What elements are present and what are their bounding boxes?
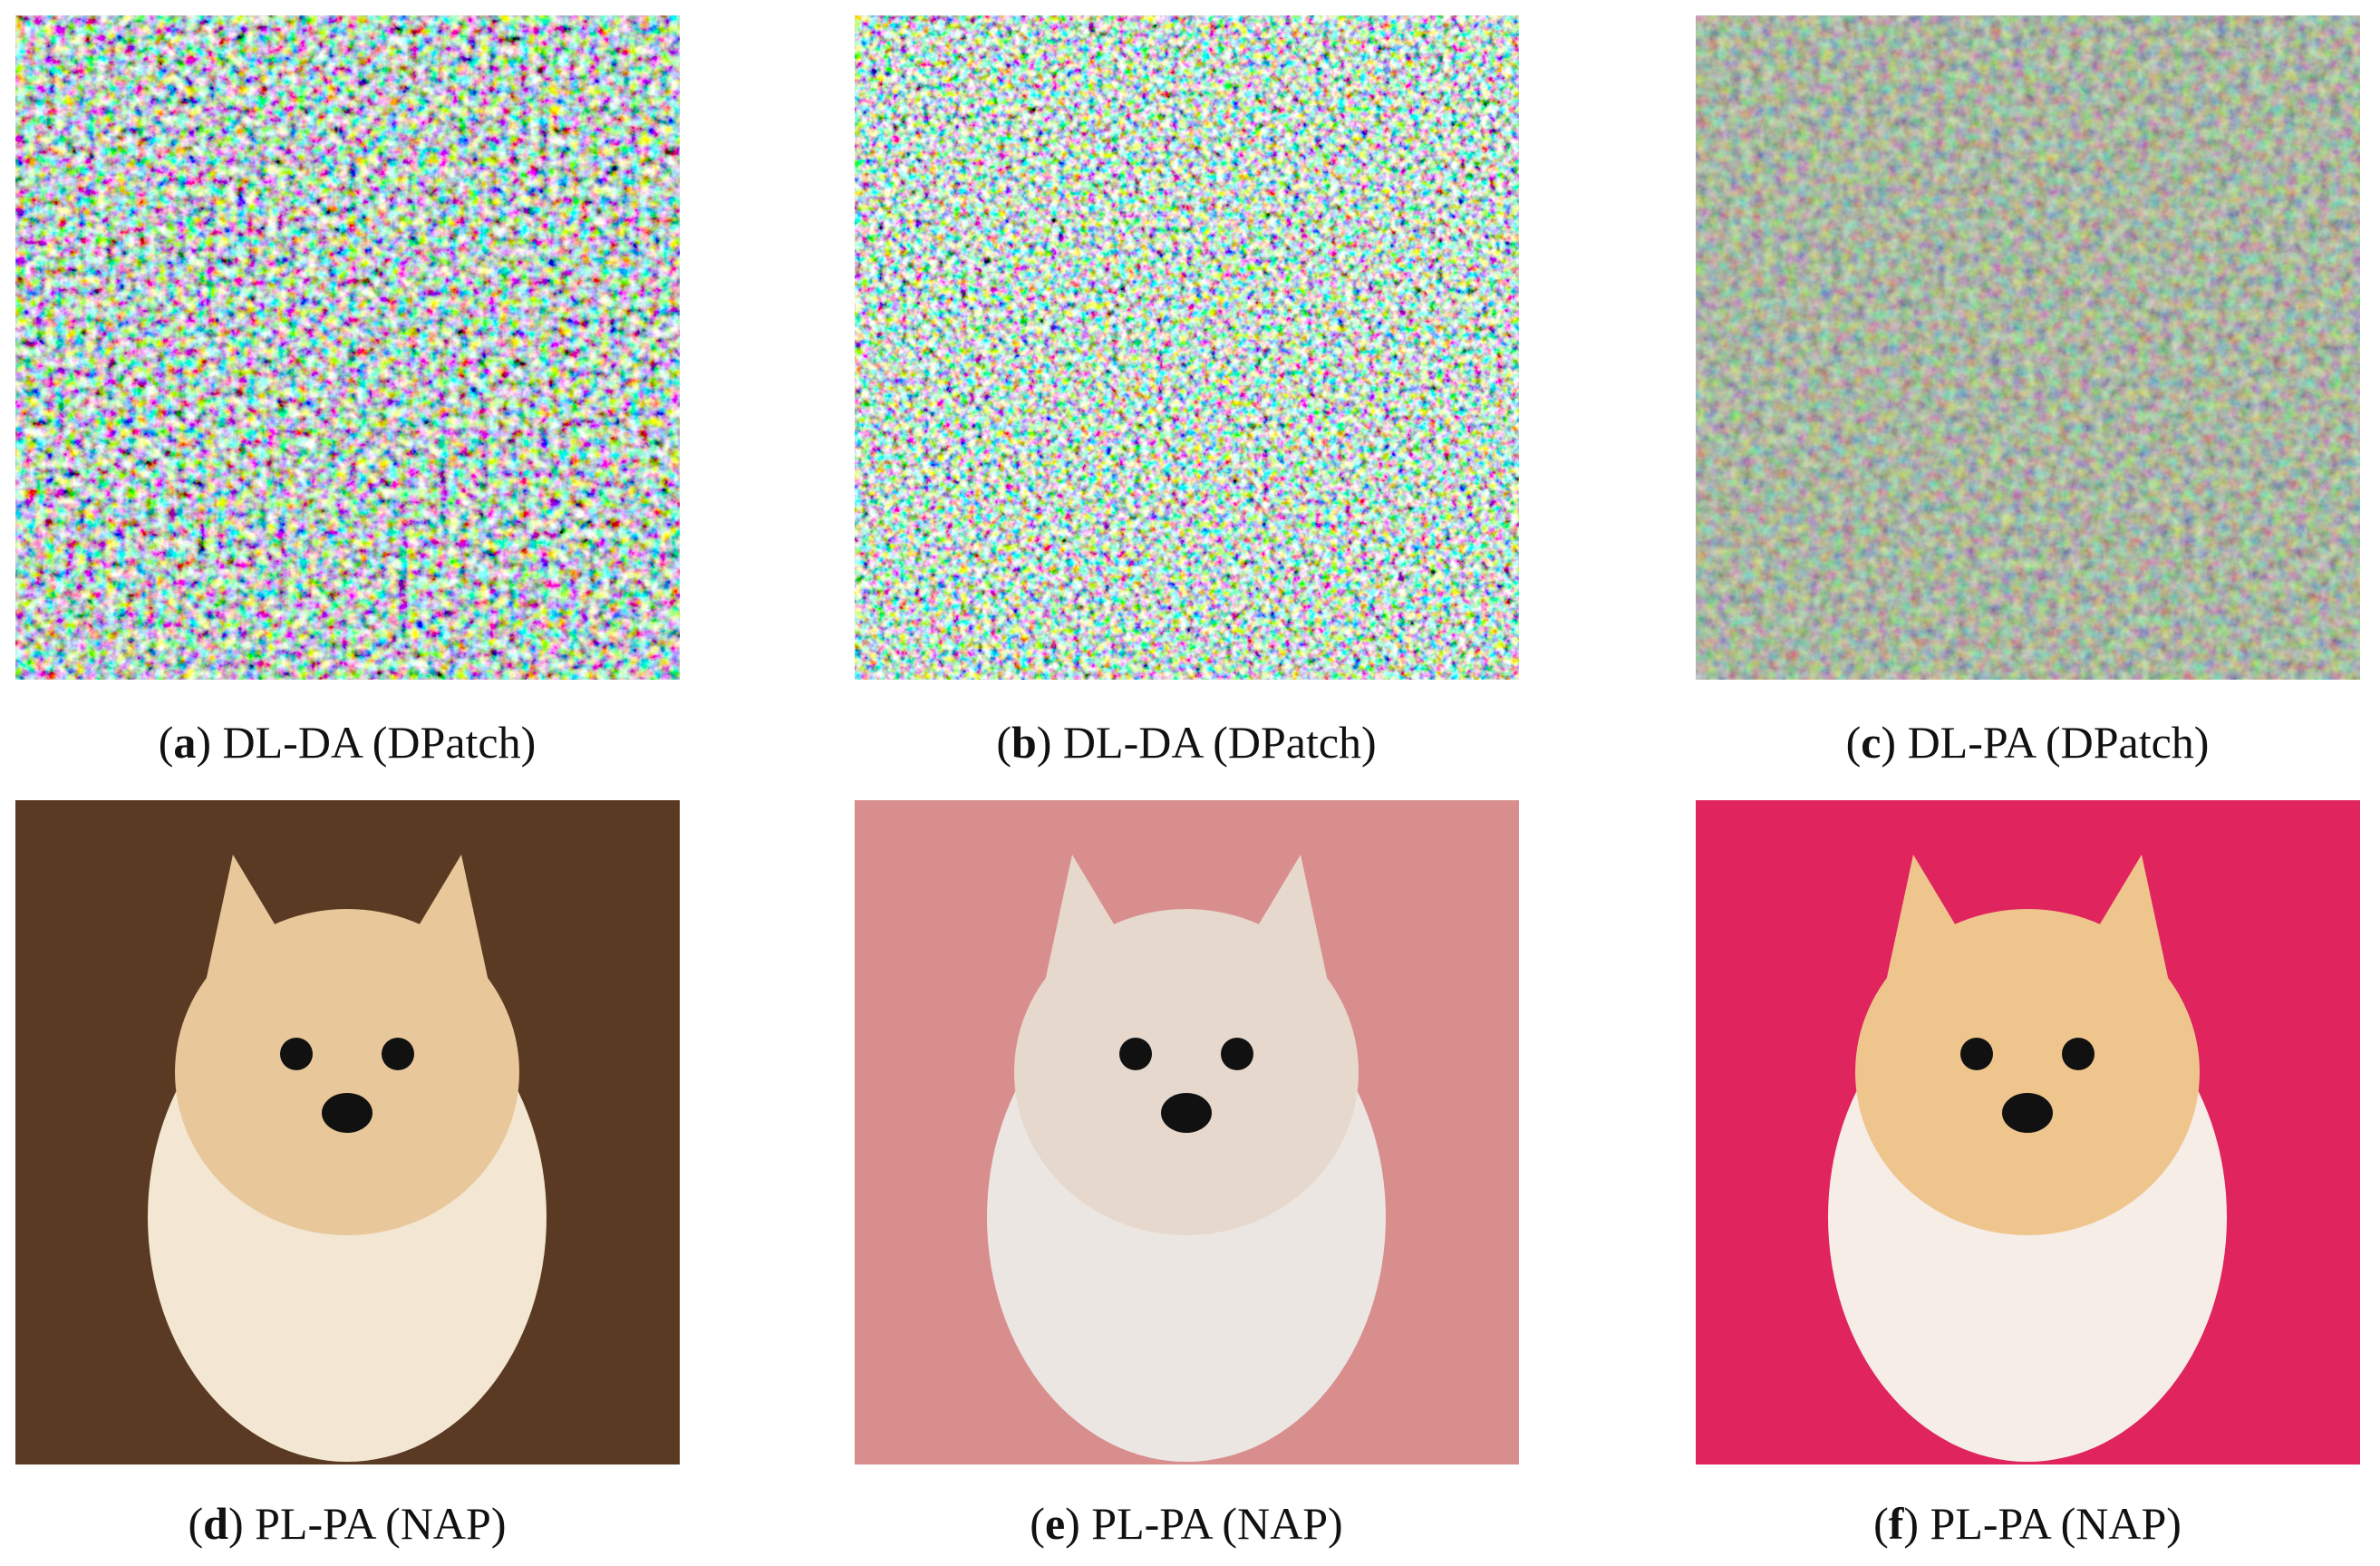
dog-photo: [15, 800, 680, 1464]
caption: (f) PL-PA (NAP): [1620, 1497, 2380, 1550]
dog-photo: [855, 800, 1519, 1464]
patch-image: [855, 15, 1519, 680]
caption-text: (: [1030, 1498, 1045, 1549]
dog-photo: [1696, 800, 2360, 1464]
caption: (a) DL-DA (DPatch): [0, 716, 755, 768]
caption: (b) DL-DA (DPatch): [779, 716, 1594, 768]
head: [1014, 909, 1359, 1235]
ear: [407, 855, 489, 981]
caption-letter: a: [173, 717, 197, 768]
eye: [1119, 1038, 1152, 1070]
caption-text: ) DL-DA (DPatch): [1036, 717, 1377, 768]
caption-text: (: [188, 1498, 204, 1549]
caption-text: (: [158, 717, 174, 768]
ear: [1045, 855, 1127, 981]
ear: [2087, 855, 2169, 981]
noise: [855, 15, 1519, 680]
caption: (e) PL-PA (NAP): [779, 1497, 1594, 1550]
noise: [1696, 15, 2360, 680]
ear: [1886, 855, 1968, 981]
eye: [1960, 1038, 1993, 1070]
noise: [15, 15, 680, 680]
patch-image: [15, 15, 680, 680]
caption: (c) DL-PA (DPatch): [1620, 716, 2380, 768]
eye: [2062, 1038, 2095, 1070]
eye: [280, 1038, 313, 1070]
caption-text: ) PL-PA (NAP): [1065, 1498, 1343, 1549]
caption-text: (: [1845, 717, 1862, 768]
ear: [1246, 855, 1328, 981]
caption-letter: b: [1011, 717, 1037, 768]
patch-image: [1696, 15, 2360, 680]
nose: [322, 1093, 372, 1133]
caption-letter: c: [1861, 717, 1882, 768]
ear: [206, 855, 287, 981]
caption-letter: e: [1044, 1498, 1066, 1549]
nose: [2002, 1093, 2053, 1133]
caption: (d) PL-PA (NAP): [0, 1497, 755, 1550]
caption-letter: d: [203, 1498, 228, 1549]
head: [1855, 909, 2200, 1235]
nose: [1161, 1093, 1212, 1133]
caption-letter: f: [1888, 1498, 1904, 1549]
caption-text: (: [1873, 1498, 1889, 1549]
eye: [1221, 1038, 1253, 1070]
caption-text: ) DL-DA (DPatch): [196, 717, 537, 768]
head: [175, 909, 519, 1235]
caption-text: ) PL-PA (NAP): [227, 1498, 507, 1549]
caption-text: (: [996, 717, 1011, 768]
eye: [382, 1038, 414, 1070]
caption-text: ) PL-PA (NAP): [1903, 1498, 2182, 1549]
caption-text: ) DL-PA (DPatch): [1881, 717, 2210, 768]
